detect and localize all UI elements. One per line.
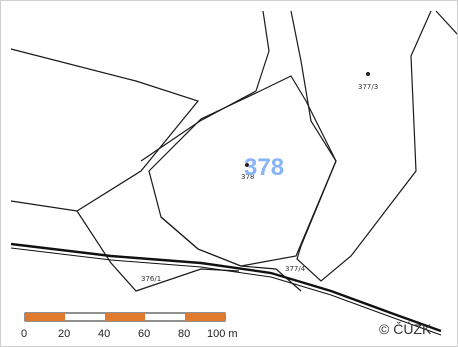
parcel-boundary-northwest	[10, 48, 200, 212]
main-parcel-label: 378	[244, 154, 284, 181]
scale-tick-20: 20	[58, 328, 70, 340]
scale-tick-80: 80	[178, 328, 190, 340]
scale-tick-100: 100 m	[207, 328, 238, 340]
scale-bar-segment	[105, 313, 145, 321]
scale-tick-0: 0	[21, 328, 27, 340]
scale-tick-60: 60	[138, 328, 150, 340]
parcel-boundary-377-3	[290, 10, 432, 282]
parcel-boundaries	[10, 10, 457, 292]
railway-track	[10, 242, 442, 333]
parcel-label-376-1: 376/1	[141, 275, 161, 283]
scale-bar-segment	[185, 313, 225, 321]
parcel-boundary-east	[435, 10, 457, 35]
parcel-boundary-north	[140, 10, 270, 162]
railway	[10, 242, 442, 336]
parcel-label-377-3: 377/3	[358, 83, 378, 91]
railway-edge	[10, 247, 442, 336]
parcel-label-377-4: 377/4	[285, 265, 306, 273]
parcel-label-378-small: 378	[241, 173, 254, 181]
map-attribution[interactable]: © ČÚZK	[379, 321, 432, 337]
scale-bar: 0 20 40 60 80 100 m	[21, 312, 238, 340]
scale-tick-40: 40	[98, 328, 110, 340]
parcel-boundary-south-strip	[76, 210, 240, 292]
parcel-marker-378	[245, 163, 249, 167]
parcel-marker-377-3	[366, 72, 370, 76]
scale-bar-segment	[25, 313, 65, 321]
